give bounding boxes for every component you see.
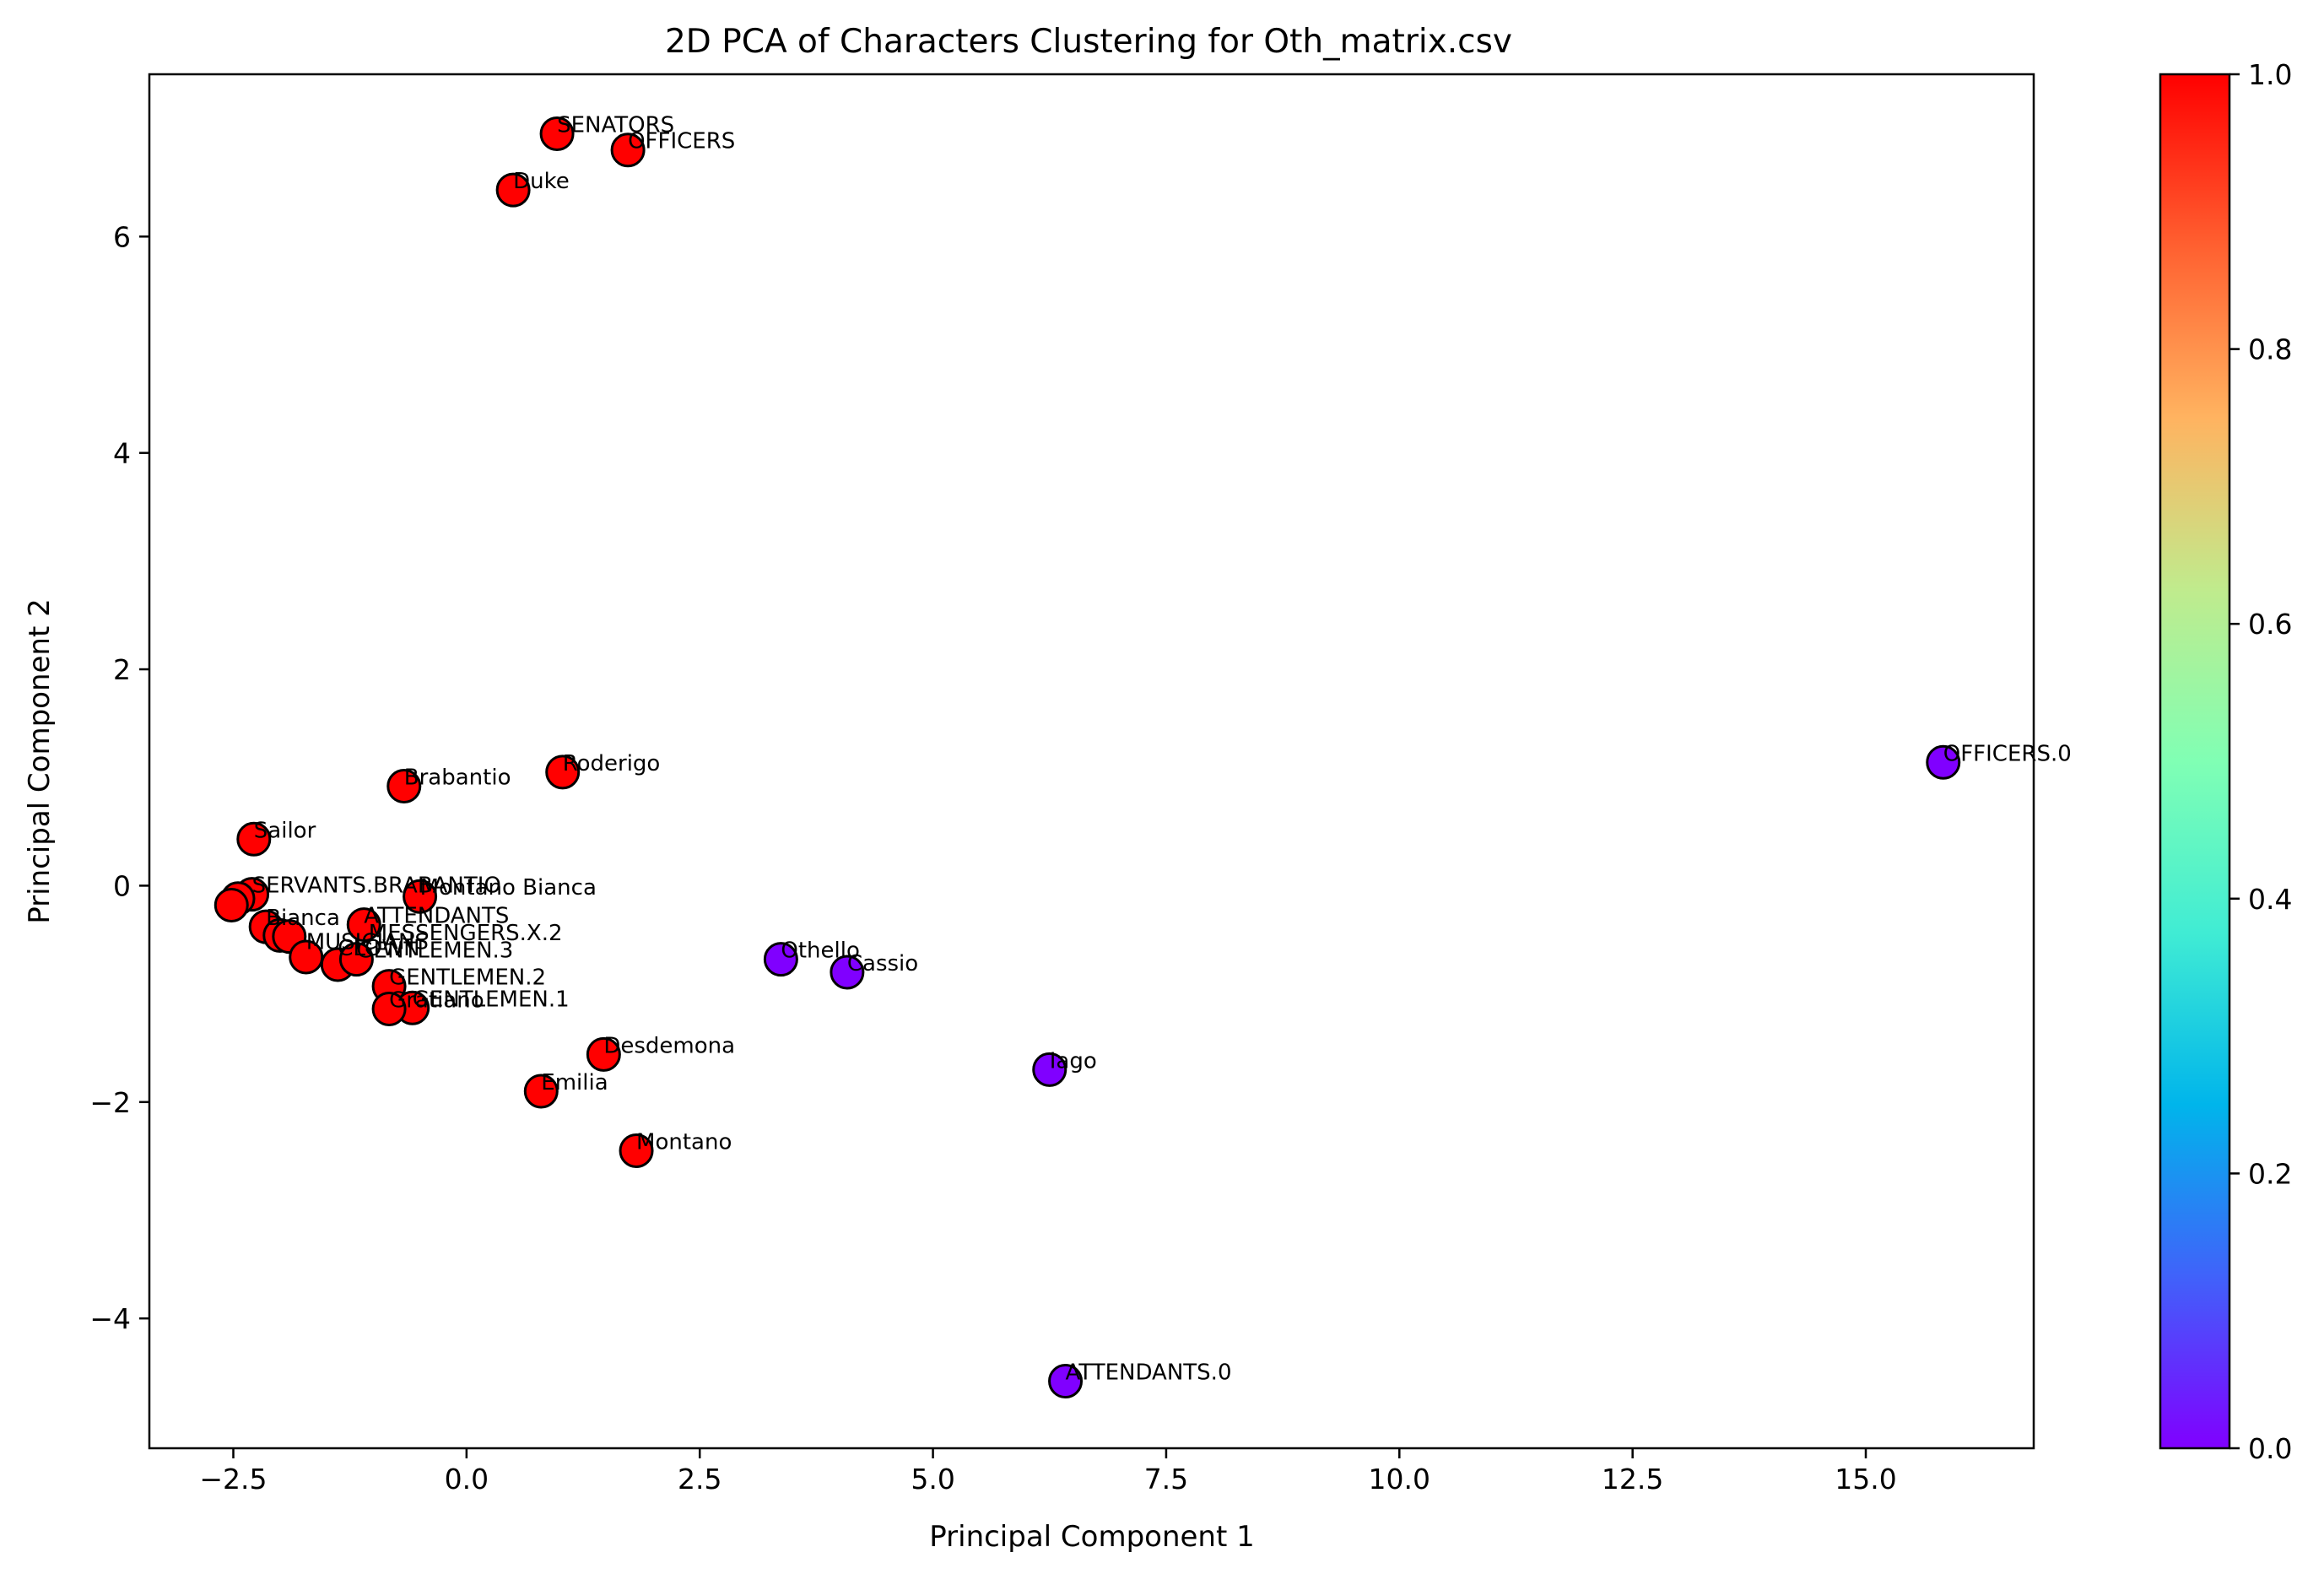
scatter-point [619, 1133, 654, 1168]
point-label: Iago [1050, 1048, 1097, 1074]
x-tick-label: 10.0 [1369, 1463, 1430, 1496]
y-tick-label: −4 [89, 1302, 131, 1335]
x-tick-label: 12.5 [1602, 1463, 1663, 1496]
point-label: OFFICERS.0 [1943, 741, 2072, 766]
plot-frame [148, 73, 2035, 1450]
colorbar [2159, 73, 2231, 1450]
x-tick-label: −2.5 [199, 1463, 267, 1496]
point-label: ATTENDANTS [364, 904, 509, 929]
point-label: SENATORS [557, 113, 674, 138]
y-tick-label: 0 [113, 869, 131, 902]
colorbar-tick-label: 0.8 [2248, 333, 2292, 366]
y-tick-label: 6 [113, 220, 131, 253]
scatter-point [545, 755, 581, 790]
scatter-point [236, 821, 272, 857]
scatter-point [1926, 744, 1961, 780]
colorbar-tick-label: 0.2 [2248, 1157, 2292, 1190]
point-label: SERVANTS.BRABANTIO [252, 874, 501, 899]
scatter-point [539, 116, 575, 152]
scatter-point [1032, 1052, 1067, 1087]
scatter-point [586, 1036, 621, 1072]
scatter-point [371, 992, 407, 1027]
colorbar-ticks: 0.0 0.2 0.4 0.6 0.8 1.0 [2229, 58, 2292, 1465]
x-axis-label: Principal Component 1 [929, 1520, 1255, 1554]
colorbar-tick-label: 0.4 [2248, 883, 2292, 916]
x-axis-ticks: −2.5 0.0 2.5 5.0 7.5 10.0 12.5 15.0 [199, 1448, 1897, 1496]
point-label: Montano Bianca [420, 875, 597, 901]
point-label: Roderigo [563, 751, 661, 776]
scatter-point [830, 955, 865, 990]
scatter-point [523, 1074, 559, 1109]
point-label: Desdemona [603, 1033, 735, 1058]
y-tick-label: −2 [89, 1086, 131, 1119]
x-tick-label: 7.5 [1144, 1463, 1188, 1496]
scatter-point [1048, 1364, 1084, 1399]
x-tick-label: 0.0 [445, 1463, 489, 1496]
chart-title: 2D PCA of Characters Clustering for Oth_… [665, 23, 1512, 61]
colorbar-tick-label: 1.0 [2248, 58, 2292, 91]
x-tick-label: 2.5 [678, 1463, 722, 1496]
scatter-point [289, 939, 324, 975]
scatter-point [346, 907, 381, 943]
point-label: Brabantio [404, 765, 511, 790]
point-label: Duke [513, 169, 570, 194]
y-axis-ticks: −4 −2 0 2 4 6 [89, 220, 149, 1335]
point-label: MESSENGERS.X.2 [369, 921, 563, 946]
colorbar-tick-label: 0.0 [2248, 1432, 2292, 1465]
y-tick-label: 4 [113, 437, 131, 470]
scatter-point [610, 133, 646, 168]
scatter-point [763, 942, 798, 977]
scatter-markers [213, 116, 1961, 1399]
point-label: Gratiano [389, 988, 484, 1014]
point-label: GENTLEMEN.1 [413, 987, 570, 1012]
point-label: OFFICERS [628, 129, 735, 154]
colorbar-tick-label: 0.6 [2248, 608, 2292, 641]
scatter-point [403, 879, 438, 914]
scatter-point [213, 887, 249, 922]
point-label: ATTENDANTS.0 [1066, 1360, 1232, 1386]
point-label: Emilia [541, 1070, 608, 1095]
point-label: MUSICIANS [306, 929, 429, 955]
x-tick-label: 5.0 [911, 1463, 954, 1496]
y-axis-label: Principal Component 2 [23, 598, 57, 924]
point-label: GENTLEMEN.3 [356, 938, 513, 964]
scatter-point [338, 942, 374, 977]
point-label: Montano [636, 1129, 732, 1155]
point-label: CLOWN [338, 936, 419, 961]
x-tick-label: 15.0 [1835, 1463, 1896, 1496]
point-label: Cassio [847, 951, 918, 976]
point-label: Sailor [254, 818, 316, 843]
scatter-point [386, 768, 422, 803]
y-tick-label: 2 [113, 653, 131, 686]
point-label: Bianca [266, 906, 340, 931]
scatter-point [495, 172, 531, 208]
point-label: Othello [781, 938, 860, 964]
point-label: GENTLEMEN.2 [389, 965, 546, 991]
